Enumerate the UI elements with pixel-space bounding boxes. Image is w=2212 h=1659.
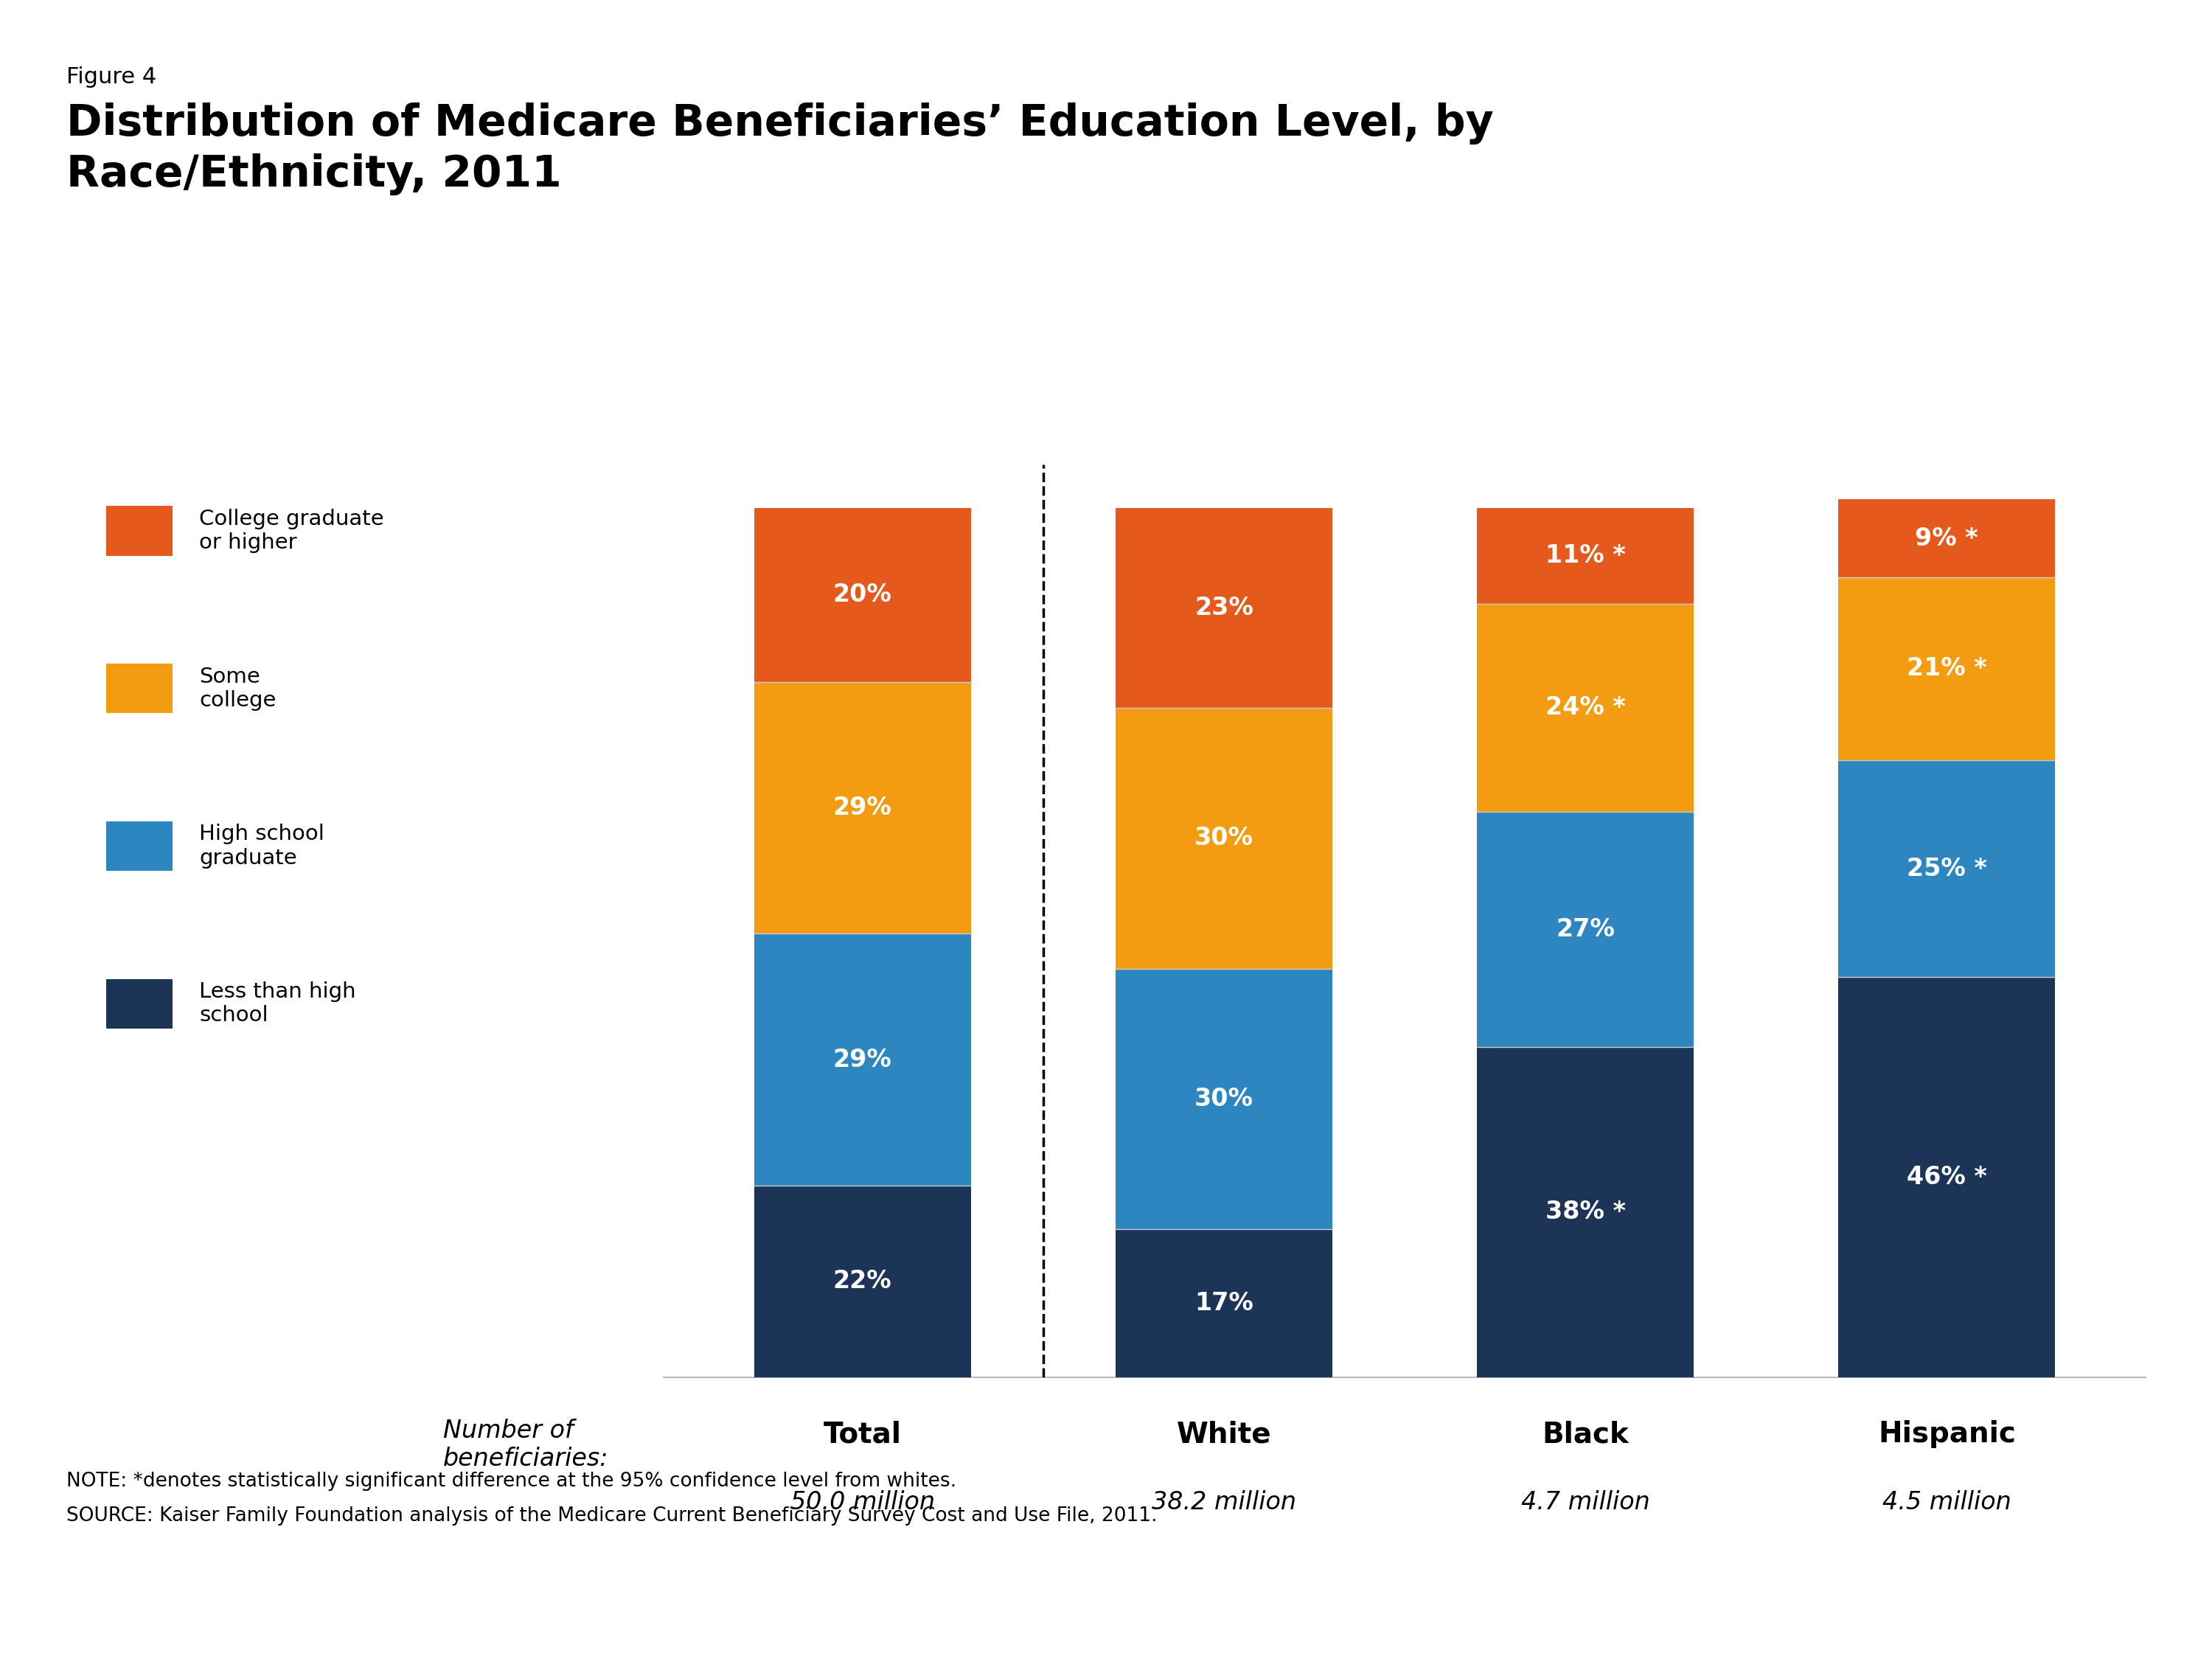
Text: 25% *: 25% * <box>1907 856 1986 881</box>
Bar <box>1838 760 2055 977</box>
Bar <box>1115 708 1332 969</box>
Bar <box>1838 977 2055 1377</box>
Bar <box>1115 1229 1332 1377</box>
Text: 27%: 27% <box>1555 917 1615 942</box>
Text: 20%: 20% <box>834 582 891 607</box>
Text: Black: Black <box>1542 1420 1628 1448</box>
Text: 4.5 million: 4.5 million <box>1882 1490 2011 1515</box>
Text: 30%: 30% <box>1194 1087 1254 1112</box>
Text: 9% *: 9% * <box>1916 526 1978 551</box>
Text: Distribution of Medicare Beneficiaries’ Education Level, by
Race/Ethnicity, 2011: Distribution of Medicare Beneficiaries’ … <box>66 103 1493 196</box>
Text: Less than high
school: Less than high school <box>199 982 356 1025</box>
Bar <box>1115 508 1332 708</box>
Text: 11% *: 11% * <box>1546 544 1626 567</box>
Text: 38% *: 38% * <box>1546 1199 1626 1224</box>
Text: Total: Total <box>823 1420 902 1448</box>
Text: 24% *: 24% * <box>1546 695 1626 720</box>
Text: 4.7 million: 4.7 million <box>1522 1490 1650 1515</box>
Text: 29%: 29% <box>834 796 891 820</box>
Text: THE HENRY J.: THE HENRY J. <box>2013 1465 2075 1475</box>
Bar <box>1478 508 1694 604</box>
Text: Figure 4: Figure 4 <box>66 66 157 88</box>
Text: NOTE: *denotes statistically significant difference at the 95% confidence level : NOTE: *denotes statistically significant… <box>66 1472 956 1491</box>
Bar <box>1115 969 1332 1229</box>
Bar <box>1838 577 2055 760</box>
Text: High school
graduate: High school graduate <box>199 825 325 868</box>
Text: 23%: 23% <box>1194 596 1254 620</box>
Text: 50.0 million: 50.0 million <box>790 1490 936 1515</box>
Text: KAISER: KAISER <box>2008 1503 2079 1520</box>
Bar <box>754 682 971 934</box>
Bar <box>1478 1047 1694 1377</box>
Text: 17%: 17% <box>1194 1291 1254 1316</box>
Text: White: White <box>1177 1420 1272 1448</box>
Text: Hispanic: Hispanic <box>1878 1420 2015 1448</box>
Bar <box>1838 499 2055 577</box>
Text: 22%: 22% <box>834 1269 891 1294</box>
Bar <box>754 508 971 682</box>
Text: 38.2 million: 38.2 million <box>1152 1490 1296 1515</box>
Bar <box>754 934 971 1186</box>
Text: 46% *: 46% * <box>1907 1165 1986 1190</box>
Bar <box>754 1186 971 1377</box>
Text: 29%: 29% <box>834 1047 891 1072</box>
Bar <box>1478 604 1694 813</box>
Text: 30%: 30% <box>1194 826 1254 851</box>
Bar <box>1478 813 1694 1047</box>
Text: 21% *: 21% * <box>1907 657 1986 680</box>
Text: SOURCE: Kaiser Family Foundation analysis of the Medicare Current Beneficiary Su: SOURCE: Kaiser Family Foundation analysi… <box>66 1506 1157 1526</box>
Text: Number of
beneficiaries:: Number of beneficiaries: <box>442 1418 608 1472</box>
Text: College graduate
or higher: College graduate or higher <box>199 509 385 552</box>
Text: FAMILY: FAMILY <box>2011 1531 2077 1550</box>
Text: Some
college: Some college <box>199 667 276 710</box>
Text: FOUNDATION: FOUNDATION <box>2011 1576 2077 1586</box>
